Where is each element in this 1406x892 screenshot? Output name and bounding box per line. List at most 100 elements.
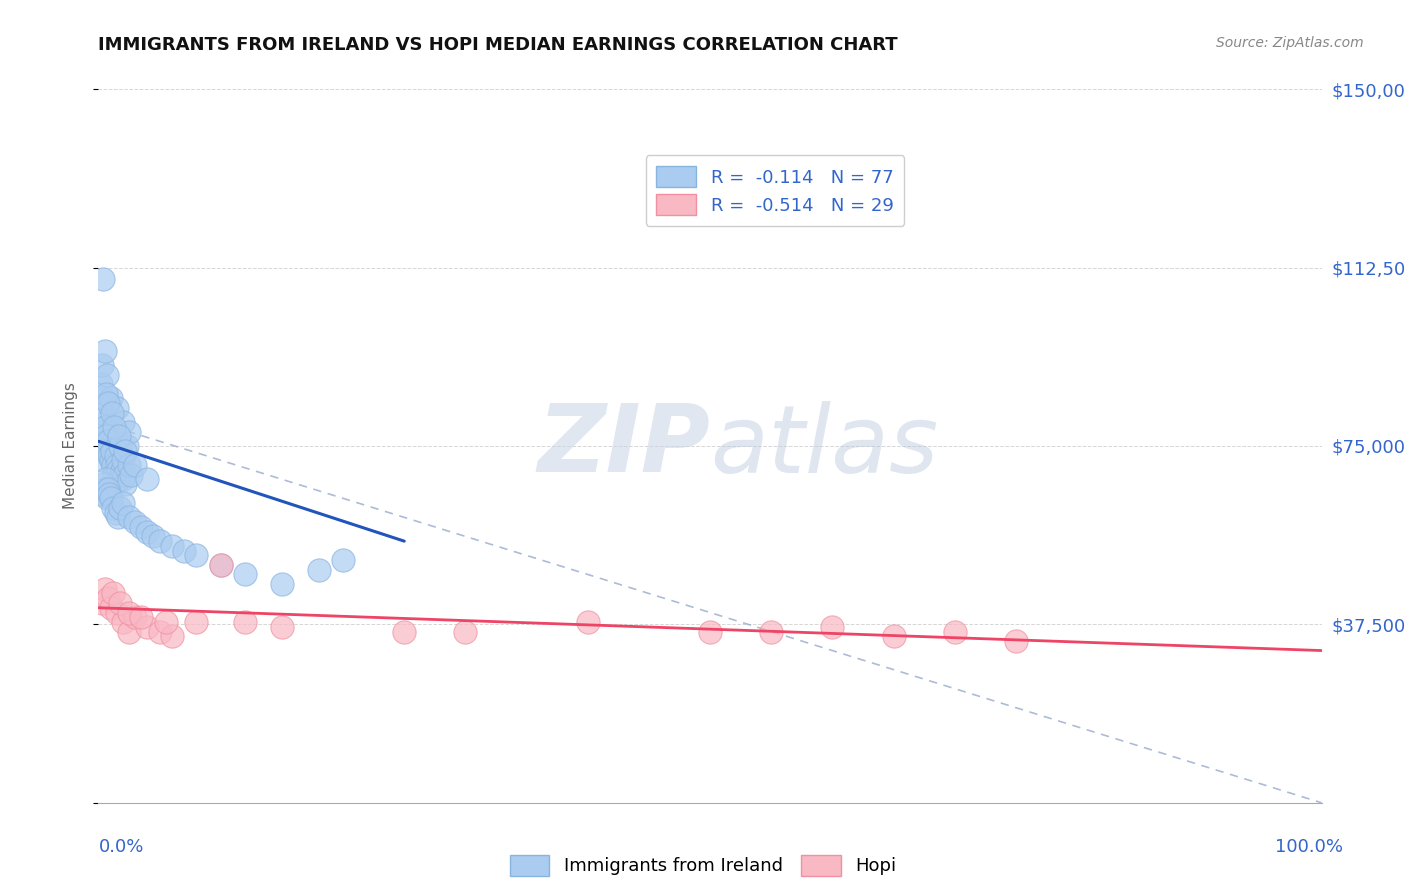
- Point: [91, 486, 114, 500]
- Point: [270, 577, 294, 591]
- Text: IMMIGRANTS FROM IRELAND VS HOPI MEDIAN EARNINGS CORRELATION CHART: IMMIGRANTS FROM IRELAND VS HOPI MEDIAN E…: [98, 36, 898, 54]
- Point: [118, 458, 141, 472]
- Point: [186, 615, 208, 629]
- Point: [111, 453, 134, 467]
- Point: [100, 449, 122, 463]
- Point: [112, 467, 135, 482]
- Point: [761, 624, 783, 639]
- Point: [118, 425, 141, 439]
- Point: [110, 500, 132, 515]
- Point: [105, 401, 128, 415]
- Point: [90, 377, 112, 392]
- Point: [98, 486, 121, 500]
- Point: [110, 596, 132, 610]
- Point: [118, 510, 141, 524]
- Point: [94, 429, 117, 443]
- Point: [454, 624, 477, 639]
- Point: [91, 596, 114, 610]
- Point: [101, 406, 124, 420]
- Point: [105, 463, 128, 477]
- Point: [94, 472, 117, 486]
- Point: [97, 482, 120, 496]
- Point: [107, 510, 129, 524]
- Point: [101, 443, 124, 458]
- Point: [1004, 634, 1026, 648]
- Point: [96, 368, 118, 382]
- Text: atlas: atlas: [710, 401, 938, 491]
- Point: [91, 392, 114, 406]
- Point: [100, 600, 122, 615]
- Y-axis label: Median Earnings: Median Earnings: [63, 383, 77, 509]
- Point: [149, 624, 172, 639]
- Point: [100, 491, 122, 506]
- Point: [101, 586, 124, 600]
- Point: [332, 553, 354, 567]
- Point: [699, 624, 721, 639]
- Point: [576, 615, 599, 629]
- Point: [90, 439, 112, 453]
- Point: [108, 429, 131, 443]
- Point: [149, 534, 172, 549]
- Point: [93, 343, 115, 358]
- Point: [97, 396, 120, 410]
- Point: [111, 463, 134, 477]
- Point: [142, 529, 165, 543]
- Point: [98, 449, 121, 463]
- Point: [97, 591, 120, 606]
- Legend: Immigrants from Ireland, Hopi: Immigrants from Ireland, Hopi: [502, 847, 904, 883]
- Point: [118, 606, 141, 620]
- Point: [155, 615, 177, 629]
- Point: [100, 453, 122, 467]
- Point: [105, 606, 128, 620]
- Point: [270, 620, 294, 634]
- Point: [883, 629, 905, 643]
- Point: [129, 610, 152, 624]
- Point: [120, 467, 142, 482]
- Point: [136, 472, 159, 486]
- Point: [94, 434, 117, 449]
- Point: [101, 453, 124, 467]
- Text: 0.0%: 0.0%: [98, 838, 143, 856]
- Point: [118, 624, 141, 639]
- Point: [91, 272, 114, 286]
- Point: [104, 506, 127, 520]
- Point: [97, 434, 120, 449]
- Point: [943, 624, 966, 639]
- Point: [110, 439, 132, 453]
- Point: [105, 458, 128, 472]
- Point: [114, 477, 136, 491]
- Legend: R =  -0.114   N = 77, R =  -0.514   N = 29: R = -0.114 N = 77, R = -0.514 N = 29: [645, 155, 904, 226]
- Point: [91, 406, 114, 420]
- Point: [91, 425, 114, 439]
- Point: [101, 500, 124, 515]
- Text: Source: ZipAtlas.com: Source: ZipAtlas.com: [1216, 36, 1364, 50]
- Point: [209, 558, 232, 572]
- Point: [160, 539, 183, 553]
- Point: [209, 558, 232, 572]
- Point: [136, 524, 159, 539]
- Point: [93, 482, 115, 496]
- Point: [94, 386, 117, 401]
- Point: [100, 392, 122, 406]
- Point: [97, 443, 120, 458]
- Point: [108, 472, 131, 486]
- Point: [111, 496, 134, 510]
- Text: 100.0%: 100.0%: [1275, 838, 1343, 856]
- Point: [124, 458, 146, 472]
- Point: [91, 358, 114, 372]
- Point: [103, 420, 125, 434]
- Point: [104, 449, 127, 463]
- Point: [111, 615, 134, 629]
- Point: [91, 477, 114, 491]
- Point: [136, 620, 159, 634]
- Point: [160, 629, 183, 643]
- Point: [124, 610, 146, 624]
- Point: [124, 515, 146, 529]
- Point: [107, 463, 129, 477]
- Point: [173, 543, 195, 558]
- Point: [91, 453, 114, 467]
- Point: [93, 415, 115, 429]
- Point: [96, 491, 118, 506]
- Point: [821, 620, 844, 634]
- Point: [115, 439, 138, 453]
